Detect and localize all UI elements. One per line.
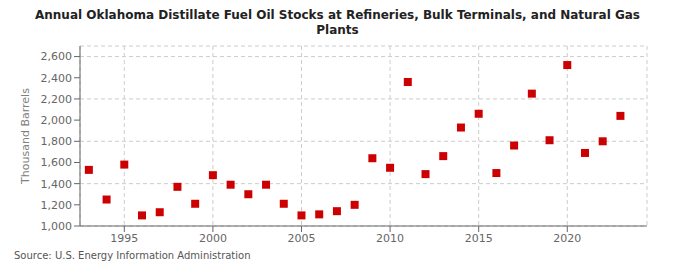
svg-text:1,800: 1,800 <box>41 135 73 148</box>
svg-text:2,000: 2,000 <box>41 114 73 127</box>
html-text:Source: U.S. Energy Informatio: Source: U.S. Energy Information Administ… <box>14 250 251 261</box>
svg-text:Thousand Barrels: Thousand Barrels <box>19 88 32 185</box>
svg-text:1,400: 1,400 <box>41 178 73 191</box>
svg-text:1,600: 1,600 <box>41 156 73 169</box>
svg-text:2005: 2005 <box>287 232 315 245</box>
svg-text:1995: 1995 <box>110 232 138 245</box>
svg-text:1,000: 1,000 <box>41 220 73 233</box>
svg-text:2010: 2010 <box>376 232 404 245</box>
svg-text:2000: 2000 <box>199 232 227 245</box>
svg-text:2,600: 2,600 <box>41 50 73 63</box>
svg-text:2020: 2020 <box>553 232 581 245</box>
svg-text:2,400: 2,400 <box>41 72 73 85</box>
html-text:Annual Oklahoma Distillate Fue: Annual Oklahoma Distillate Fuel Oil Stoc… <box>35 8 640 22</box>
svg-text:2015: 2015 <box>465 232 493 245</box>
svg-text:2,200: 2,200 <box>41 93 73 106</box>
svg-text:1,200: 1,200 <box>41 199 73 212</box>
html-text:Plants: Plants <box>316 23 359 37</box>
